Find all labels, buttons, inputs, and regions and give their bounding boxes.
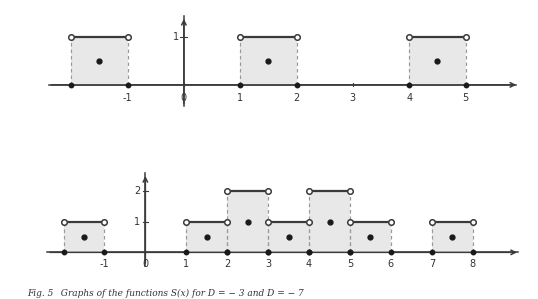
Text: 6: 6	[388, 259, 394, 269]
Text: 3: 3	[350, 93, 356, 103]
Text: 1: 1	[237, 93, 243, 103]
Text: 1: 1	[134, 217, 140, 227]
Text: Fig. 5  Graphs of the functions S(x) for D = − 3 and D = − 7: Fig. 5 Graphs of the functions S(x) for …	[27, 288, 303, 298]
Text: 2: 2	[293, 93, 300, 103]
Text: 8: 8	[470, 259, 476, 269]
Text: 5: 5	[347, 259, 353, 269]
Text: -1: -1	[123, 93, 132, 103]
Text: 2: 2	[134, 187, 140, 196]
Text: 1: 1	[173, 32, 179, 42]
Text: 7: 7	[429, 259, 435, 269]
Bar	[432, 222, 473, 252]
Text: 0: 0	[181, 93, 187, 103]
Text: 0: 0	[142, 259, 148, 269]
Bar	[309, 191, 350, 222]
Bar	[186, 222, 391, 252]
Text: -1: -1	[100, 259, 109, 269]
Text: 2: 2	[224, 259, 230, 269]
Bar	[227, 191, 268, 222]
Text: 5: 5	[462, 93, 469, 103]
Bar	[409, 37, 465, 85]
Bar	[71, 37, 128, 85]
Bar	[63, 222, 104, 252]
Text: 3: 3	[265, 259, 271, 269]
Text: 1: 1	[183, 259, 189, 269]
Text: 4: 4	[406, 93, 412, 103]
Text: 4: 4	[306, 259, 312, 269]
Bar	[240, 37, 296, 85]
